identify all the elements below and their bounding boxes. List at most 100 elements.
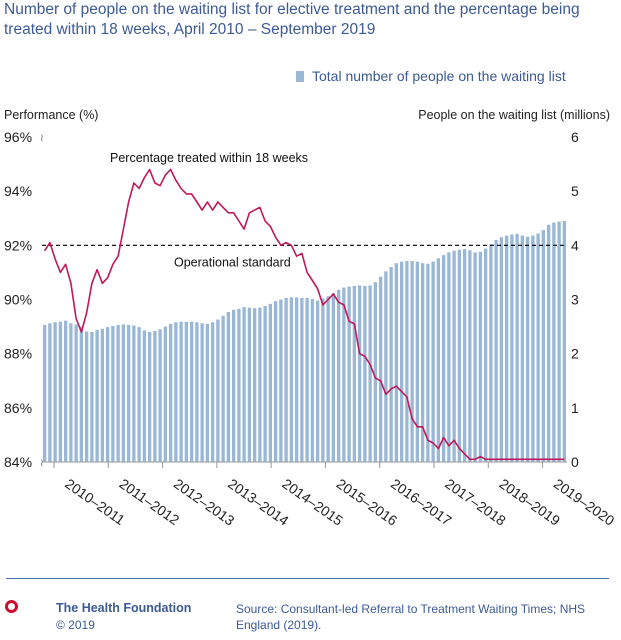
waiting-list-bar: [447, 252, 451, 462]
waiting-list-bar: [58, 321, 63, 462]
waiting-list-bar: [200, 323, 204, 462]
waiting-list-bar: [294, 297, 299, 462]
percentage-line-label: Percentage treated within 18 weeks: [110, 151, 308, 165]
waiting-list-bar: [189, 321, 194, 462]
x-tick-label: 2010–2011: [62, 475, 128, 528]
y-left-tick-label: 92%: [4, 237, 32, 253]
waiting-list-bar: [368, 285, 372, 462]
y-left-tick-label: 88%: [4, 346, 32, 362]
waiting-list-bar: [216, 319, 220, 462]
y-right-tick-label: 5: [571, 183, 579, 199]
waiting-list-bar: [184, 321, 189, 462]
waiting-list-bar: [457, 249, 462, 462]
waiting-list-bar: [310, 298, 315, 462]
waiting-list-bar: [478, 251, 483, 462]
waiting-list-bar: [126, 324, 131, 462]
waiting-list-bar: [221, 315, 225, 462]
waiting-list-bar: [499, 237, 504, 462]
y-right-tick-label: 0: [571, 454, 579, 470]
waiting-list-bar: [384, 271, 388, 462]
waiting-list-bar: [69, 323, 73, 462]
waiting-list-bar: [105, 327, 110, 462]
waiting-list-bar: [100, 328, 105, 462]
waiting-list-bar: [168, 323, 173, 462]
waiting-list-bar: [210, 322, 215, 462]
waiting-list-bar: [546, 224, 551, 462]
waiting-list-bar: [468, 250, 472, 462]
footer-copyright: © 2019: [56, 618, 95, 632]
waiting-list-bar: [405, 261, 409, 462]
waiting-list-bar: [321, 298, 325, 462]
waiting-list-bar: [415, 261, 420, 462]
waiting-list-bar: [153, 330, 157, 462]
waiting-list-bar: [494, 239, 498, 462]
waiting-list-bar: [284, 297, 288, 462]
waiting-list-bar: [84, 331, 89, 462]
waiting-list-bar: [268, 303, 273, 462]
waiting-list-bar: [342, 287, 346, 462]
waiting-list-bar: [389, 267, 393, 462]
axis-break-mark-bottom: ≀: [40, 458, 44, 469]
waiting-list-bar: [132, 325, 136, 462]
waiting-list-bar: [158, 329, 162, 462]
waiting-list-bar: [53, 322, 57, 462]
axis-break-mark-top: ≀: [40, 133, 44, 144]
y-right-axis-title: People on the waiting list (millions): [418, 108, 610, 122]
waiting-list-bar: [147, 332, 152, 462]
chart: Total number of people on the waiting li…: [4, 68, 618, 529]
waiting-list-bar: [331, 293, 336, 462]
waiting-list-bar: [431, 261, 435, 462]
x-tick-label: 2011–2012: [117, 475, 183, 528]
waiting-list-bar: [63, 320, 68, 462]
waiting-list-bar: [510, 234, 514, 462]
waiting-list-bar: [226, 311, 231, 462]
waiting-list-bar: [195, 322, 199, 462]
waiting-list-bar: [336, 289, 341, 462]
waiting-list-bar: [525, 236, 530, 462]
health-foundation-logo-icon: [5, 600, 18, 613]
waiting-list-bar: [142, 330, 147, 462]
footer-divider: [6, 578, 609, 579]
waiting-list-bar: [473, 252, 477, 462]
legend-swatch: [296, 71, 304, 82]
operational-standard-label: Operational standard: [174, 255, 291, 269]
waiting-list-bar: [315, 300, 320, 462]
y-left-tick-label: 94%: [4, 183, 32, 199]
waiting-list-bar: [531, 235, 535, 462]
waiting-list-bar: [137, 327, 141, 462]
waiting-list-bar: [426, 263, 430, 462]
waiting-list-bar: [352, 285, 357, 462]
waiting-list-bar: [252, 308, 257, 462]
waiting-list-bar: [557, 221, 561, 462]
waiting-list-bar: [121, 324, 126, 462]
waiting-list-bar: [48, 323, 52, 462]
waiting-list-bar: [289, 297, 294, 462]
y-left-tick-label: 90%: [4, 292, 32, 308]
waiting-list-bar: [562, 220, 567, 462]
y-left-axis-title: Performance (%): [4, 108, 98, 122]
waiting-list-bar: [79, 326, 84, 462]
waiting-list-bar: [279, 299, 283, 462]
waiting-list-bar: [515, 233, 519, 462]
waiting-list-bar: [237, 308, 241, 462]
waiting-list-bar: [363, 285, 367, 462]
y-right-tick-label: 1: [571, 400, 579, 416]
waiting-list-bar: [410, 261, 414, 462]
y-right-tick-label: 6: [571, 129, 579, 145]
waiting-list-bar: [74, 324, 78, 462]
waiting-list-bar: [347, 286, 351, 462]
waiting-list-bar: [163, 326, 168, 462]
waiting-list-bar: [520, 235, 525, 462]
waiting-list-bar: [504, 235, 509, 462]
waiting-list-bar: [441, 255, 446, 462]
legend-label: Total number of people on the waiting li…: [312, 68, 566, 84]
y-right-tick-label: 4: [571, 237, 579, 253]
waiting-list-bar: [205, 323, 210, 462]
waiting-list-bar: [399, 261, 404, 462]
waiting-list-bar: [300, 297, 304, 462]
y-right-tick-label: 3: [571, 292, 579, 308]
waiting-list-bar: [552, 222, 556, 462]
waiting-list-bar: [242, 307, 246, 462]
waiting-list-bar: [231, 309, 236, 462]
waiting-list-bar: [394, 263, 399, 462]
